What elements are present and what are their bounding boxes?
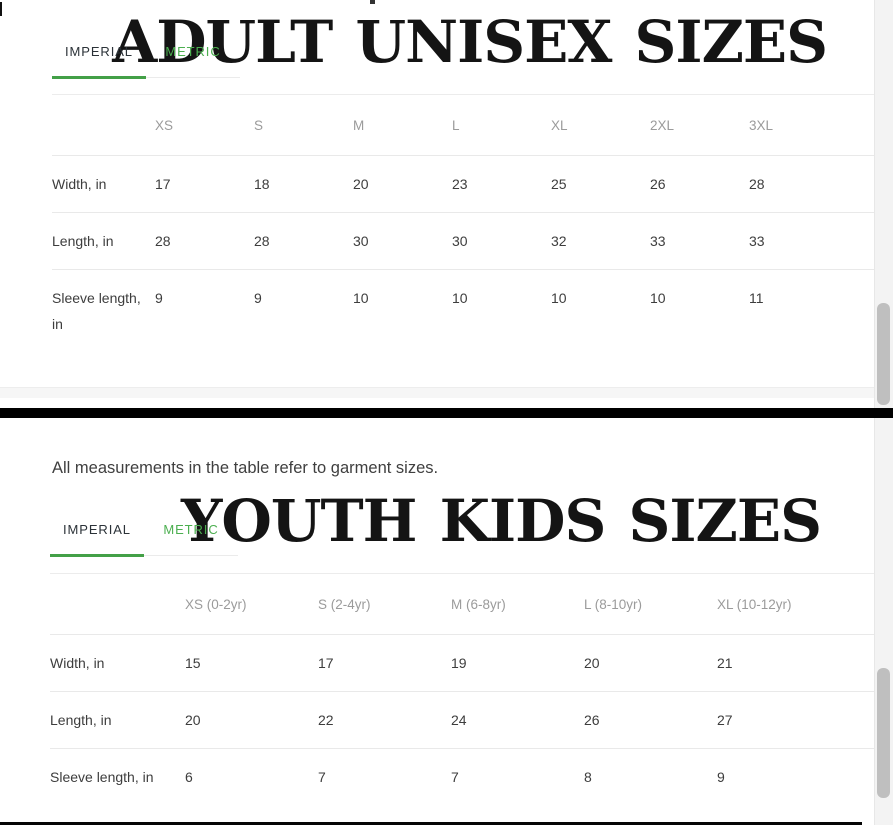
column-header: XL (10-12yr) <box>717 574 878 635</box>
table-value: 28 <box>254 213 353 270</box>
table-value: 25 <box>551 156 650 213</box>
tab-imperial-adult[interactable]: IMPERIAL <box>52 36 146 79</box>
column-header: 3XL <box>749 95 878 156</box>
measurements-note: All measurements in the table refer to g… <box>52 459 439 477</box>
table-value: 23 <box>452 156 551 213</box>
table-value: 7 <box>451 769 459 785</box>
column-header: S (2-4yr) <box>318 574 451 635</box>
bottom-divider <box>0 822 862 825</box>
table-value: 28 <box>155 213 254 270</box>
table-value: 20 <box>353 156 452 213</box>
scrollbar-thumb-youth[interactable] <box>877 668 890 798</box>
table-value: 27 <box>717 692 878 749</box>
column-header: XL <box>551 95 650 156</box>
column-header: S <box>254 95 353 156</box>
table-value: 20 <box>185 692 318 749</box>
tab-metric-label: METRIC <box>163 522 219 537</box>
table-value: 18 <box>254 156 353 213</box>
column-header: L (8-10yr) <box>584 574 717 635</box>
column-header: M (6-8yr) <box>451 574 584 635</box>
table-value: 10 <box>650 290 666 306</box>
corner-cell <box>52 95 155 156</box>
section-divider <box>0 408 893 418</box>
table-value: 21 <box>717 635 878 692</box>
adult-unit-tabs: IMPERIAL METRIC <box>52 36 240 79</box>
table-value: 22 <box>318 692 451 749</box>
row-label: Sleeve length, in <box>50 769 154 785</box>
youth-sizes-title: YOUTH KIDS SIZES <box>180 487 822 555</box>
table-value: 10 <box>452 290 468 306</box>
table-value: 11 <box>749 290 764 306</box>
column-header: 2XL <box>650 95 749 156</box>
table-value: 9 <box>155 290 163 306</box>
row-label: Width, in <box>52 156 155 213</box>
tab-metric-label: METRIC <box>165 44 221 59</box>
table-value: 32 <box>551 213 650 270</box>
table-value: 17 <box>318 635 451 692</box>
table-value: 33 <box>650 213 749 270</box>
table-value: 26 <box>584 692 717 749</box>
column-header: L <box>452 95 551 156</box>
table-value: 7 <box>318 769 326 785</box>
column-header: XS <box>155 95 254 156</box>
table-value: 6 <box>185 769 193 785</box>
table-value: 8 <box>584 769 592 785</box>
panel-edge-band <box>0 387 893 398</box>
row-label: Length, in <box>52 213 155 270</box>
column-header: M <box>353 95 452 156</box>
scrollbar-thumb-adult[interactable] <box>877 303 890 405</box>
table-value: 17 <box>155 156 254 213</box>
table-value: 20 <box>584 635 717 692</box>
cropped-text-artifact <box>370 0 375 4</box>
tab-imperial-label: IMPERIAL <box>65 44 133 59</box>
table-value: 19 <box>451 635 584 692</box>
table-value: 9 <box>717 769 725 785</box>
youth-size-table: XS (0-2yr) S (2-4yr) M (6-8yr) L (8-10yr… <box>50 573 878 805</box>
adult-sizes-title: ADULT UNISEX SIZES <box>112 8 828 76</box>
active-tab-underline <box>50 554 144 557</box>
tab-imperial-youth[interactable]: IMPERIAL <box>50 514 144 557</box>
table-value: 28 <box>749 156 878 213</box>
cropped-content-artifact <box>0 2 2 16</box>
table-value: 30 <box>353 213 452 270</box>
row-label: Width, in <box>50 635 185 692</box>
table-value: 10 <box>551 290 567 306</box>
tab-metric-adult[interactable]: METRIC <box>146 36 240 77</box>
active-tab-underline <box>52 76 146 79</box>
adult-size-table: XS S M L XL 2XL 3XL Width, in 17 18 20 2… <box>52 94 878 352</box>
tab-metric-youth[interactable]: METRIC <box>144 514 238 555</box>
row-label: Sleeve length, in <box>52 290 141 332</box>
table-value: 30 <box>452 213 551 270</box>
tab-imperial-label: IMPERIAL <box>63 522 131 537</box>
corner-cell <box>50 574 185 635</box>
table-value: 26 <box>650 156 749 213</box>
table-value: 15 <box>185 635 318 692</box>
table-value: 9 <box>254 290 262 306</box>
youth-unit-tabs: IMPERIAL METRIC <box>50 514 238 557</box>
table-value: 24 <box>451 692 584 749</box>
table-value: 10 <box>353 290 369 306</box>
column-header: XS (0-2yr) <box>185 574 318 635</box>
table-value: 33 <box>749 213 878 270</box>
row-label: Length, in <box>50 692 185 749</box>
